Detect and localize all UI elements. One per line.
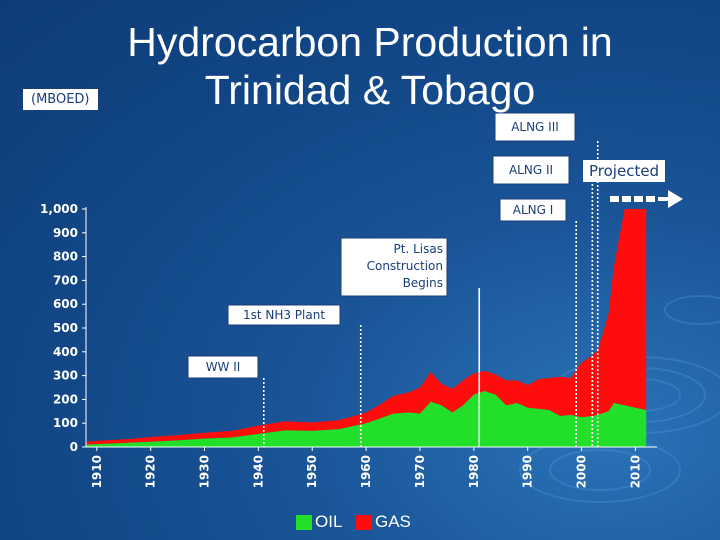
y-tick-label: 600 [53,297,78,311]
legend-oil-swatch [296,515,312,530]
annotation-box [494,112,576,142]
x-tick-label: 1960 [359,455,373,488]
x-tick-label: 1950 [305,455,319,488]
projection-dash [646,196,655,202]
y-tick-label: 400 [53,345,78,359]
y-tick-label: 1,000 [40,202,78,216]
y-tick-label: 100 [53,416,78,430]
annotation-label: ALNG III [511,120,559,134]
annotation-label: Construction [367,259,443,273]
annotation-label: ALNG II [509,163,553,177]
x-tick-label: 2010 [628,455,642,488]
annotation-box [227,304,341,326]
unit-label: (MBOED) [22,88,99,111]
y-tick-label: 700 [53,273,78,287]
title-line-1: Hydrocarbon Production in [127,19,613,65]
annotation-box [187,355,259,379]
title-line-2: Trinidad & Tobago [204,67,536,113]
y-tick-label: 200 [53,392,78,406]
y-tick-label: 900 [53,226,78,240]
y-tick-label: 0 [70,440,78,454]
annotation-label: ALNG I [513,203,554,217]
x-tick-label: 1970 [413,455,427,488]
annotation-box [499,198,567,222]
projection-dash [634,196,643,202]
annotation-label: WW II [206,360,241,374]
projection-dash [610,196,619,202]
legend-gas-label: GAS [375,512,411,531]
projection-arrow [610,190,683,208]
legend-gas-swatch [356,515,372,530]
oil-area [86,391,647,447]
annotation-box [492,155,570,185]
slide-title: Hydrocarbon Production in Trinidad & Tob… [100,18,640,114]
legend-oil-label: OIL [315,512,343,531]
x-tick-label: 1980 [467,455,481,488]
y-tick-label: 500 [53,321,78,335]
x-tick-label: 1930 [198,455,212,488]
projection-dash [622,196,631,202]
annotation-label: Pt. Lisas [394,242,443,256]
x-tick-label: 2000 [575,455,589,488]
projection-shaft [658,197,670,201]
x-tick-label: 1910 [90,455,104,488]
projection-arrowhead [668,190,683,208]
annotation-label: 1st NH3 Plant [243,308,325,322]
x-tick-label: 1990 [521,455,535,488]
annotation-label: Begins [403,276,443,290]
gas-area [86,209,647,445]
x-tick-label: 1920 [144,455,158,488]
y-tick-label: 800 [53,250,78,264]
x-tick-label: 1940 [251,455,265,488]
projected-label: Projected [583,160,666,182]
annotation-box [340,237,448,297]
y-tick-label: 300 [53,369,78,383]
